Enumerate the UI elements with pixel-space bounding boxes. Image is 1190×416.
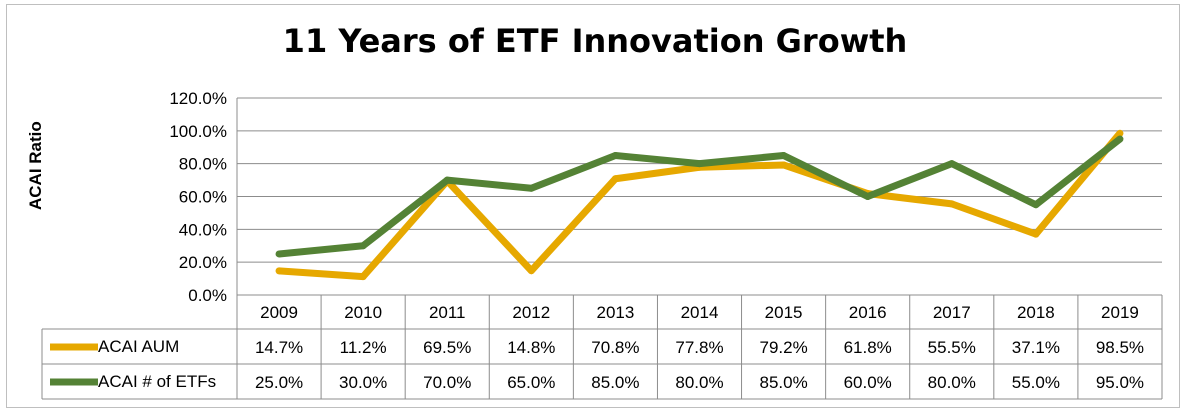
table-cell-value: 80.0% xyxy=(675,373,723,392)
data-point xyxy=(1116,135,1124,143)
chart-title: 11 Years of ETF Innovation Growth xyxy=(282,22,908,60)
table-cell-value: 65.0% xyxy=(507,373,555,392)
y-tick-label: 0.0% xyxy=(188,286,227,305)
x-tick-label: 2012 xyxy=(512,303,550,322)
table-cell-value: 55.5% xyxy=(928,338,976,357)
legend-label: ACAI AUM xyxy=(98,337,179,356)
data-point xyxy=(864,193,872,200)
table-cell-value: 79.2% xyxy=(759,338,807,357)
y-tick-label: 40.0% xyxy=(179,220,227,239)
table-cell-value: 14.8% xyxy=(507,338,555,357)
x-tick-label: 2015 xyxy=(765,303,803,322)
x-tick-label: 2017 xyxy=(933,303,971,322)
x-tick-label: 2010 xyxy=(344,303,382,322)
x-tick-label: 2009 xyxy=(260,303,298,322)
data-point xyxy=(1032,201,1040,209)
table-cell-value: 37.1% xyxy=(1012,338,1060,357)
data-point xyxy=(359,273,367,281)
y-tick-label: 60.0% xyxy=(179,188,227,207)
data-point xyxy=(948,160,956,168)
table-cell-value: 30.0% xyxy=(339,373,387,392)
data-point xyxy=(443,176,451,184)
data-point xyxy=(359,242,367,250)
x-tick-label: 2011 xyxy=(429,303,466,322)
data-point xyxy=(527,184,535,192)
data-point xyxy=(1116,129,1124,137)
x-tick-label: 2013 xyxy=(596,303,634,322)
data-point xyxy=(780,151,788,159)
data-point xyxy=(611,175,619,183)
table-cell-value: 85.0% xyxy=(591,373,639,392)
x-tick-label: 2016 xyxy=(849,303,887,322)
y-tick-label: 100.0% xyxy=(169,122,227,141)
data-point xyxy=(611,151,619,159)
table-cell-value: 70.8% xyxy=(591,338,639,357)
y-tick-label: 120.0% xyxy=(169,89,227,108)
table-cell-value: 69.5% xyxy=(423,338,471,357)
x-tick-label: 2014 xyxy=(681,303,719,322)
x-tick-label: 2018 xyxy=(1017,303,1055,322)
y-tick-label: 20.0% xyxy=(179,253,227,272)
table-cell-value: 70.0% xyxy=(423,373,471,392)
data-point xyxy=(696,160,703,168)
data-point xyxy=(948,200,956,208)
series-line-acai-aum xyxy=(278,131,1123,281)
data-point xyxy=(527,267,535,275)
data-point xyxy=(275,267,283,275)
table-cell-value: 11.2% xyxy=(340,338,387,357)
table-cell-value: 55.0% xyxy=(1012,373,1060,392)
data-point xyxy=(275,250,283,258)
table-cell-value: 85.0% xyxy=(759,373,807,392)
table-cell-value: 95.0% xyxy=(1096,373,1144,392)
data-point xyxy=(1032,230,1040,238)
x-tick-label: 2019 xyxy=(1101,303,1139,322)
table-cell-value: 25.0% xyxy=(255,373,303,392)
table-cell-value: 77.8% xyxy=(675,338,723,357)
table-cell-value: 98.5% xyxy=(1096,338,1144,357)
table-cell-value: 60.0% xyxy=(844,373,892,392)
table-cell-value: 61.8% xyxy=(844,338,892,357)
legend-label: ACAI # of ETFs xyxy=(98,372,216,391)
y-tick-label: 80.0% xyxy=(179,155,227,174)
table-cell-value: 80.0% xyxy=(928,373,976,392)
data-point xyxy=(780,161,788,169)
table-cell-value: 14.7% xyxy=(255,338,303,357)
